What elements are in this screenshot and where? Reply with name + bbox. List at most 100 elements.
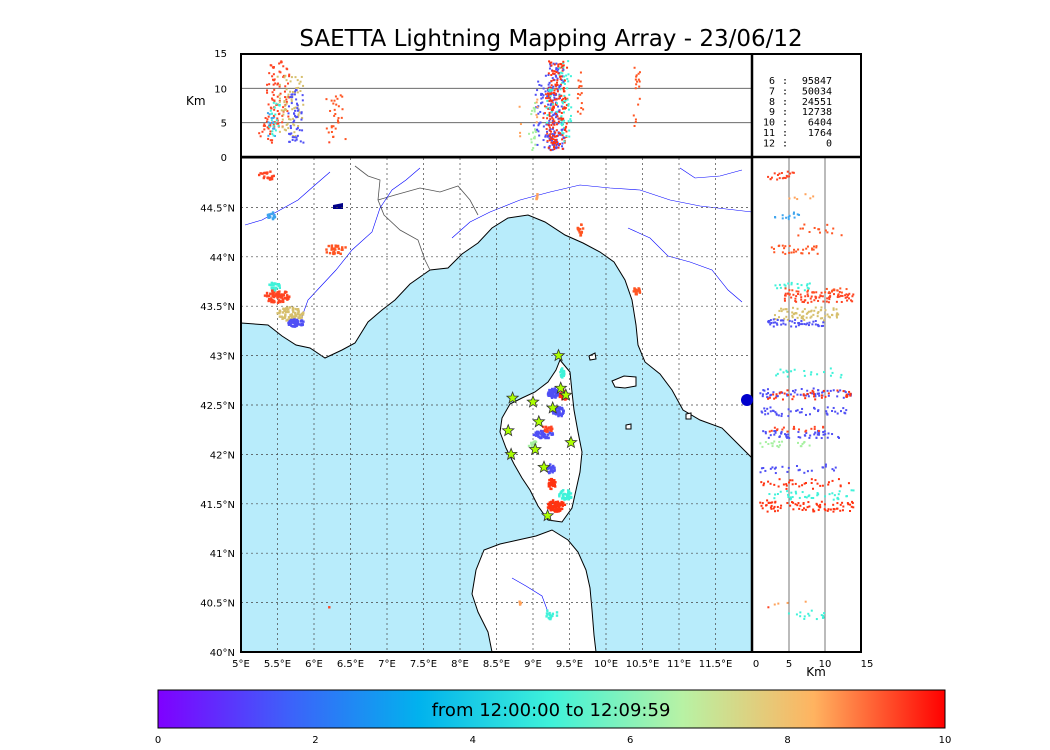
lightning-source-altitude-lon (300, 112, 303, 115)
lightning-source-altitude-lat (799, 293, 802, 296)
giglio-island (685, 412, 692, 420)
lightning-source-altitude-lon (566, 77, 569, 80)
lightning-source-altitude-lon (560, 145, 563, 148)
lightning-source-altitude-lat (772, 318, 775, 321)
lightning-source-altitude-lat (823, 612, 826, 615)
lightning-source-altitude-lat (815, 245, 818, 248)
lon-tick-label: 6.5°E (337, 659, 364, 670)
lightning-source-altitude-lon (285, 98, 288, 101)
lightning-source-altitude-lon (565, 125, 568, 128)
lightning-source (539, 429, 543, 433)
lightning-source-altitude-lon (272, 101, 275, 104)
lightning-source-altitude-lat (803, 617, 806, 620)
lightning-source-altitude-lon (552, 105, 555, 108)
lightning-source-altitude-lat (786, 318, 789, 321)
lightning-source (552, 482, 556, 485)
lightning-source-altitude-lon (638, 71, 641, 74)
lightning-source-altitude-lat (832, 307, 835, 310)
lightning-source-altitude-lon (548, 129, 551, 132)
lightning-source-altitude-lat (787, 612, 790, 615)
lightning-source-altitude-lon (554, 142, 557, 145)
lightning-source-altitude-lon (341, 108, 344, 111)
lightning-source-altitude-lat (785, 435, 788, 438)
lightning-source-altitude-lon (291, 91, 294, 94)
lightning-source (290, 321, 293, 324)
lightning-source-altitude-lon (559, 71, 562, 74)
lightning-source (558, 493, 561, 496)
lightning-source (551, 392, 555, 395)
lightning-source (282, 293, 285, 297)
lightning-source-altitude-lat (847, 294, 850, 297)
lightning-source-altitude-lat (768, 320, 771, 323)
lightning-source-altitude-lon (325, 127, 328, 130)
lightning-source (301, 313, 305, 316)
lightning-source-altitude-lat (811, 389, 814, 392)
lightning-source (330, 246, 333, 250)
lightning-source-altitude-lon (565, 74, 568, 77)
lightning-source-altitude-lon (268, 125, 271, 128)
lightning-source-altitude-lon (542, 87, 545, 90)
lightning-source-altitude-lon (548, 67, 551, 70)
lightning-source-altitude-lon (558, 117, 561, 120)
lightning-source-altitude-lat (822, 430, 825, 433)
lightning-source-altitude-lon (267, 103, 270, 106)
lightning-source (333, 247, 336, 250)
lightning-source-altitude-lon (553, 72, 556, 75)
lightning-source (555, 510, 558, 513)
lightning-source (638, 291, 642, 294)
count-row-label: 8 (769, 97, 775, 108)
lightning-source (340, 248, 343, 251)
lightning-source (291, 317, 294, 320)
lightning-source (550, 387, 554, 391)
lightning-source-altitude-lon (278, 112, 281, 115)
lat-tick-label: 44.5°N (200, 203, 235, 214)
lightning-source-altitude-lat (769, 410, 772, 413)
lightning-source-altitude-lat (832, 227, 835, 230)
lightning-source-altitude-lon (544, 97, 547, 100)
time-colorbar: from 12:00:00 to 12:09:59 0 2 4 6 8 10 (155, 689, 951, 746)
lightning-source-altitude-lon (551, 107, 554, 110)
lightning-source-altitude-lat (818, 432, 821, 435)
lightning-source-altitude-lat (824, 495, 827, 498)
lightning-source-altitude-lat (832, 308, 835, 311)
lightning-source-altitude-lat (826, 231, 829, 234)
lightning-source-altitude-lat (785, 315, 788, 318)
lightning-source-altitude-lat (826, 509, 829, 512)
lightning-source-altitude-lat (808, 282, 811, 285)
lightning-source-altitude-lat (786, 601, 789, 604)
lightning-source-altitude-lon (558, 93, 561, 96)
lightning-source-altitude-lon (536, 128, 539, 131)
lightning-source-altitude-lat (811, 248, 814, 251)
lightning-source-altitude-lon (283, 108, 286, 111)
lightning-source-altitude-lat (798, 411, 801, 414)
lightning-source-altitude-lon (277, 124, 280, 127)
lightning-source-altitude-lon (579, 80, 582, 83)
lightning-source-altitude-lon (545, 121, 548, 124)
lightning-source-altitude-lon (543, 112, 546, 115)
lightning-source-altitude-lat (821, 295, 824, 298)
lightning-source-altitude-lon (568, 135, 571, 138)
lightning-source-altitude-lat (800, 252, 803, 255)
lightning-source-altitude-lon (561, 128, 564, 131)
lightning-source-altitude-lon (560, 63, 563, 66)
lightning-source-altitude-lon (566, 98, 569, 101)
lightning-source-altitude-lon (298, 129, 301, 132)
lightning-source-altitude-lat (793, 196, 796, 199)
lightning-source-altitude-lon (560, 99, 563, 102)
lightning-source-altitude-lon (278, 97, 281, 100)
lightning-source-altitude-lon (559, 78, 562, 81)
lightning-source-altitude-lat (759, 392, 762, 395)
lightning-source-altitude-lon (569, 75, 572, 78)
lat-tick-label: 40.5°N (200, 599, 235, 610)
lightning-source-altitude-lat (814, 479, 817, 482)
lightning-source-altitude-lat (774, 501, 777, 504)
lightning-source-altitude-lat (798, 507, 801, 510)
lightning-source-altitude-lat (777, 446, 780, 449)
lightning-source-altitude-lat (762, 484, 765, 487)
lightning-source-altitude-lat (825, 287, 828, 290)
count-row-sep: : (782, 107, 788, 118)
lightning-source-altitude-lat (844, 391, 847, 394)
lightning-source-altitude-lon (554, 93, 557, 96)
lightning-source-altitude-lat (819, 503, 822, 506)
station-count-table: 6:958477:500348:245519:1273810:640411:17… (763, 76, 832, 149)
